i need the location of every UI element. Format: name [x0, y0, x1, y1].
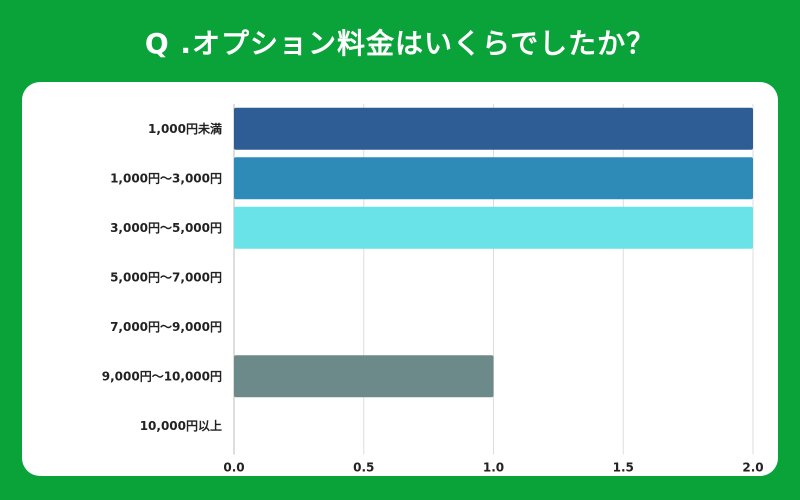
- x-tick-label-4: 2.0: [742, 461, 763, 475]
- x-tick-label-0: 0.0: [223, 461, 244, 475]
- category-label-3: 5,000円〜7,000円: [110, 270, 222, 284]
- x-tick-label-1: 0.5: [353, 461, 374, 475]
- bar-0: [234, 107, 753, 150]
- category-label-6: 10,000円以上: [140, 418, 222, 433]
- bar-2: [234, 206, 753, 249]
- category-label-2: 3,000円〜5,000円: [110, 221, 222, 235]
- category-label-5: 9,000円〜10,000円: [102, 369, 222, 383]
- category-label-1: 1,000円〜3,000円: [110, 171, 222, 185]
- bar-1: [234, 157, 753, 200]
- chart-title: Q .オプション料金はいくらでしたか？: [144, 27, 656, 60]
- category-label-0: 1,000円未満: [148, 121, 222, 136]
- x-tick-label-3: 1.5: [613, 461, 634, 475]
- bar-5: [234, 355, 494, 398]
- category-label-4: 7,000円〜9,000円: [110, 320, 222, 334]
- x-tick-label-2: 1.0: [483, 461, 504, 475]
